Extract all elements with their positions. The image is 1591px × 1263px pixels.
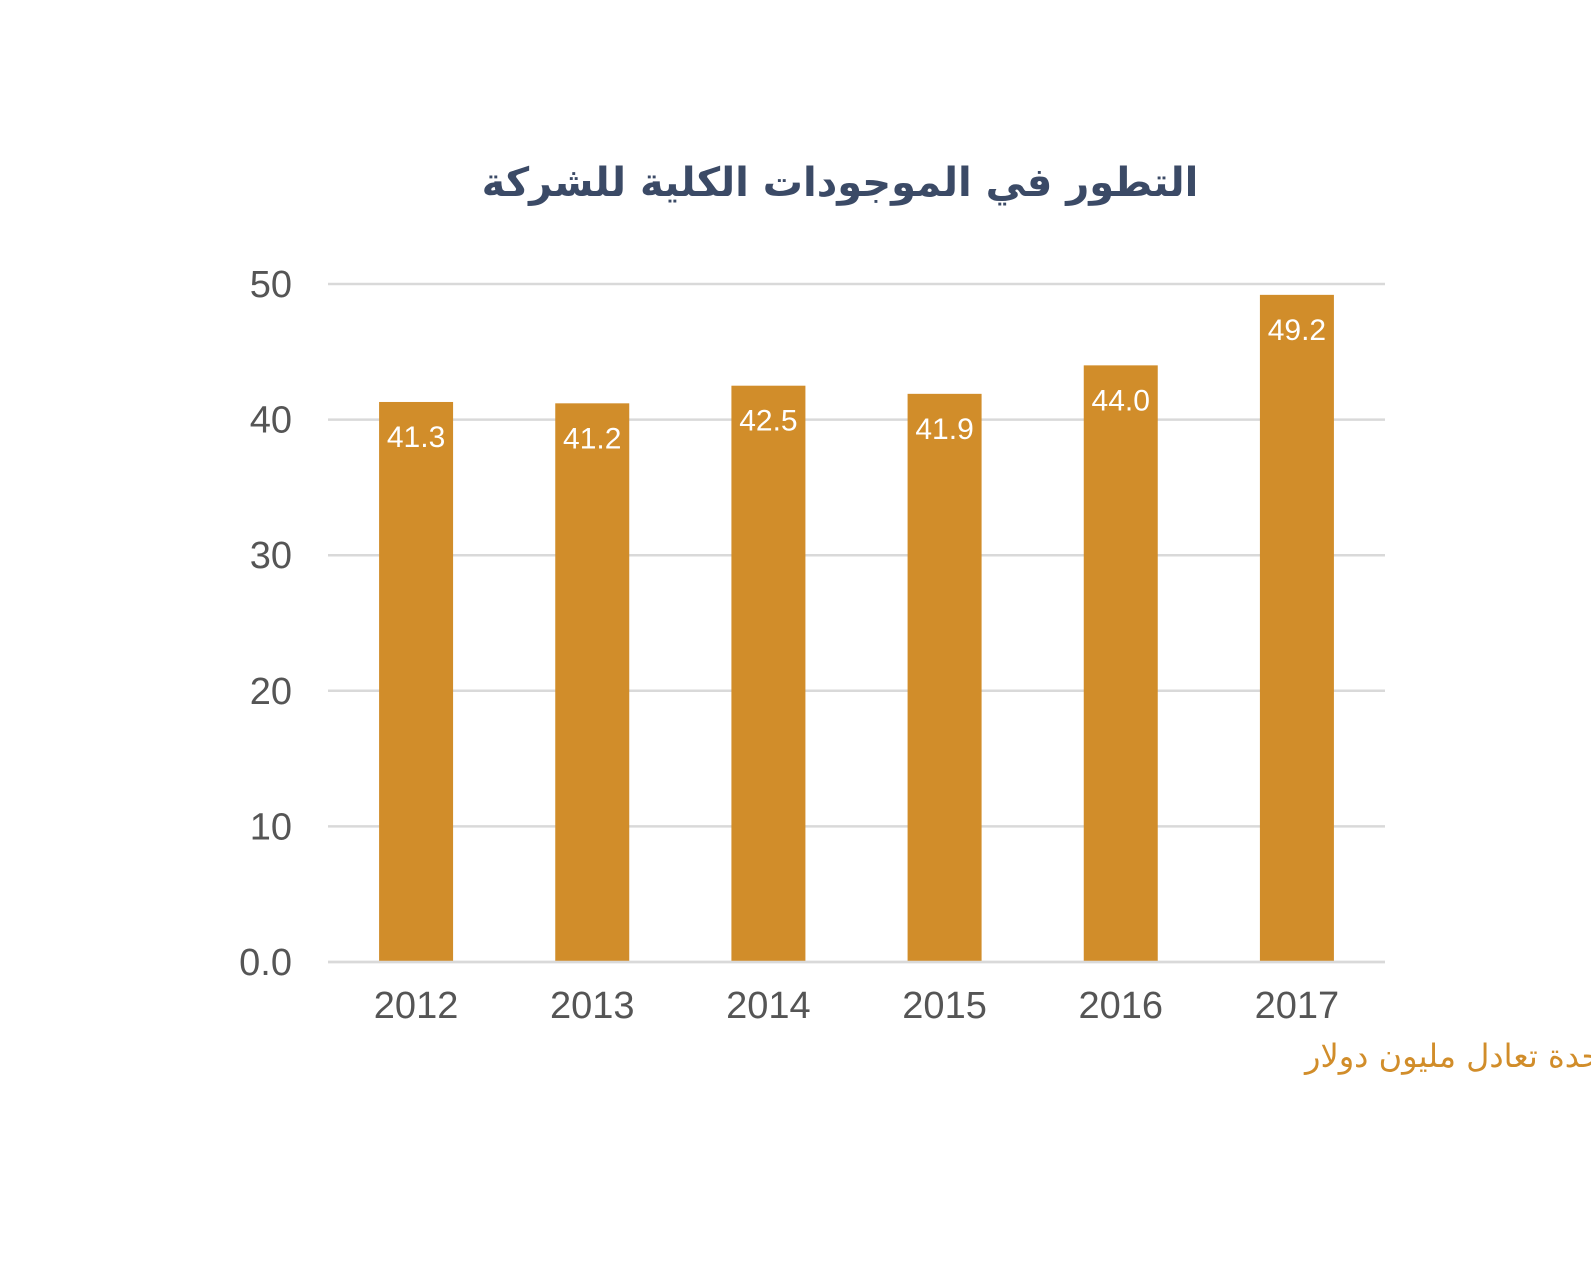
x-axis-ticks: 2012 2013 2014 2015 2016 2017 (374, 985, 1339, 1027)
data-label-2017: 49.2 (1268, 314, 1326, 347)
bar-2012 (379, 401, 454, 962)
y-tick-label: 50 (250, 264, 292, 306)
x-tick-label-2017: 2017 (1255, 985, 1340, 1027)
y-tick-label: 30 (250, 535, 292, 577)
bar-2015 (907, 393, 982, 962)
data-label-2013: 41.2 (563, 422, 621, 455)
data-label-2015: 41.9 (915, 413, 973, 446)
bar-2016 (1083, 365, 1158, 962)
x-tick-label-2016: 2016 (1078, 985, 1163, 1027)
data-label-2016: 44.0 (1092, 384, 1150, 417)
gridlines (328, 282, 1385, 964)
y-tick-label: 40 (250, 400, 292, 442)
bar-2014 (731, 385, 806, 962)
data-label-2012: 41.3 (387, 421, 445, 454)
y-tick-label: 20 (250, 671, 292, 713)
y-axis-ticks: 0.0 10 20 30 40 50 (239, 264, 292, 984)
x-tick-label-2014: 2014 (726, 985, 811, 1027)
x-tick-label-2013: 2013 (550, 985, 635, 1027)
unit-note: - كل وحدة تعادل مليون دولار (1303, 1037, 1591, 1075)
bar-2013 (555, 403, 630, 962)
data-labels: 41.3 41.2 42.5 41.9 44.0 49.2 (387, 314, 1326, 455)
data-label-2014: 42.5 (739, 405, 797, 438)
bars (379, 294, 1334, 962)
y-tick-label: 10 (250, 806, 292, 848)
chart-title: التطور في الموجودات الكلية للشركة (482, 160, 1199, 206)
bar-2017 (1259, 294, 1334, 962)
x-tick-label-2012: 2012 (374, 985, 459, 1027)
y-tick-label: 0.0 (239, 942, 292, 984)
x-tick-label-2015: 2015 (902, 985, 987, 1027)
